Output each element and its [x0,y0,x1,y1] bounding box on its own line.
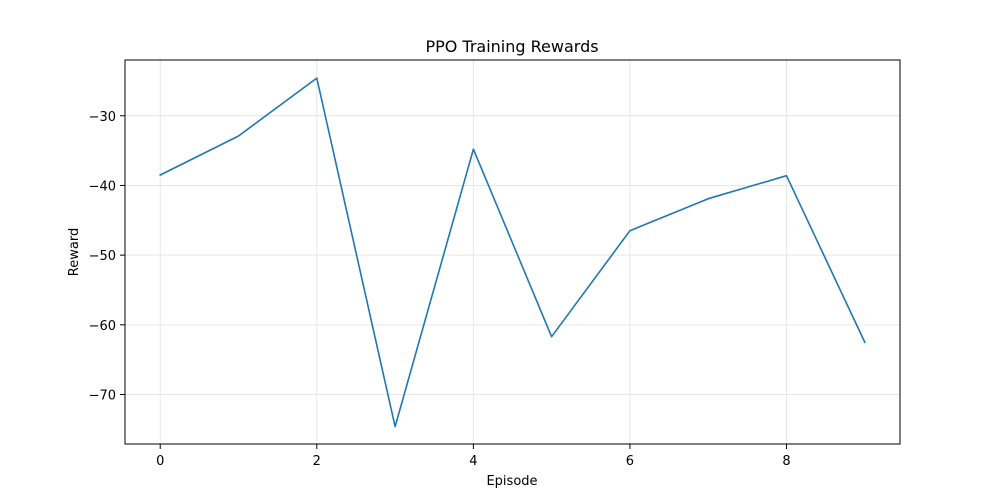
plot-area [125,60,900,444]
x-tick-label: 2 [313,454,321,469]
y-tick-label: −70 [89,389,116,404]
series-line [159,77,866,428]
chart-title: PPO Training Rewards [425,37,598,56]
y-tick-label: −60 [89,319,116,334]
y-tick-label: −30 [89,110,116,125]
y-tick-label: −40 [89,179,116,194]
series-layer [159,77,866,428]
axis-ticks: 0 2 4 6 8 −70 −60 −50 −40 −30 [89,110,791,469]
y-tick-label: −50 [89,249,116,264]
plot-frame [124,59,901,445]
x-axis-label: Episode [486,474,537,489]
x-tick-label: 0 [156,454,164,469]
x-tick-label: 6 [626,454,634,469]
grid-lines [125,60,900,444]
x-tick-label: 8 [782,454,790,469]
y-axis-label: Reward [67,228,82,276]
x-tick-label: 4 [469,454,477,469]
